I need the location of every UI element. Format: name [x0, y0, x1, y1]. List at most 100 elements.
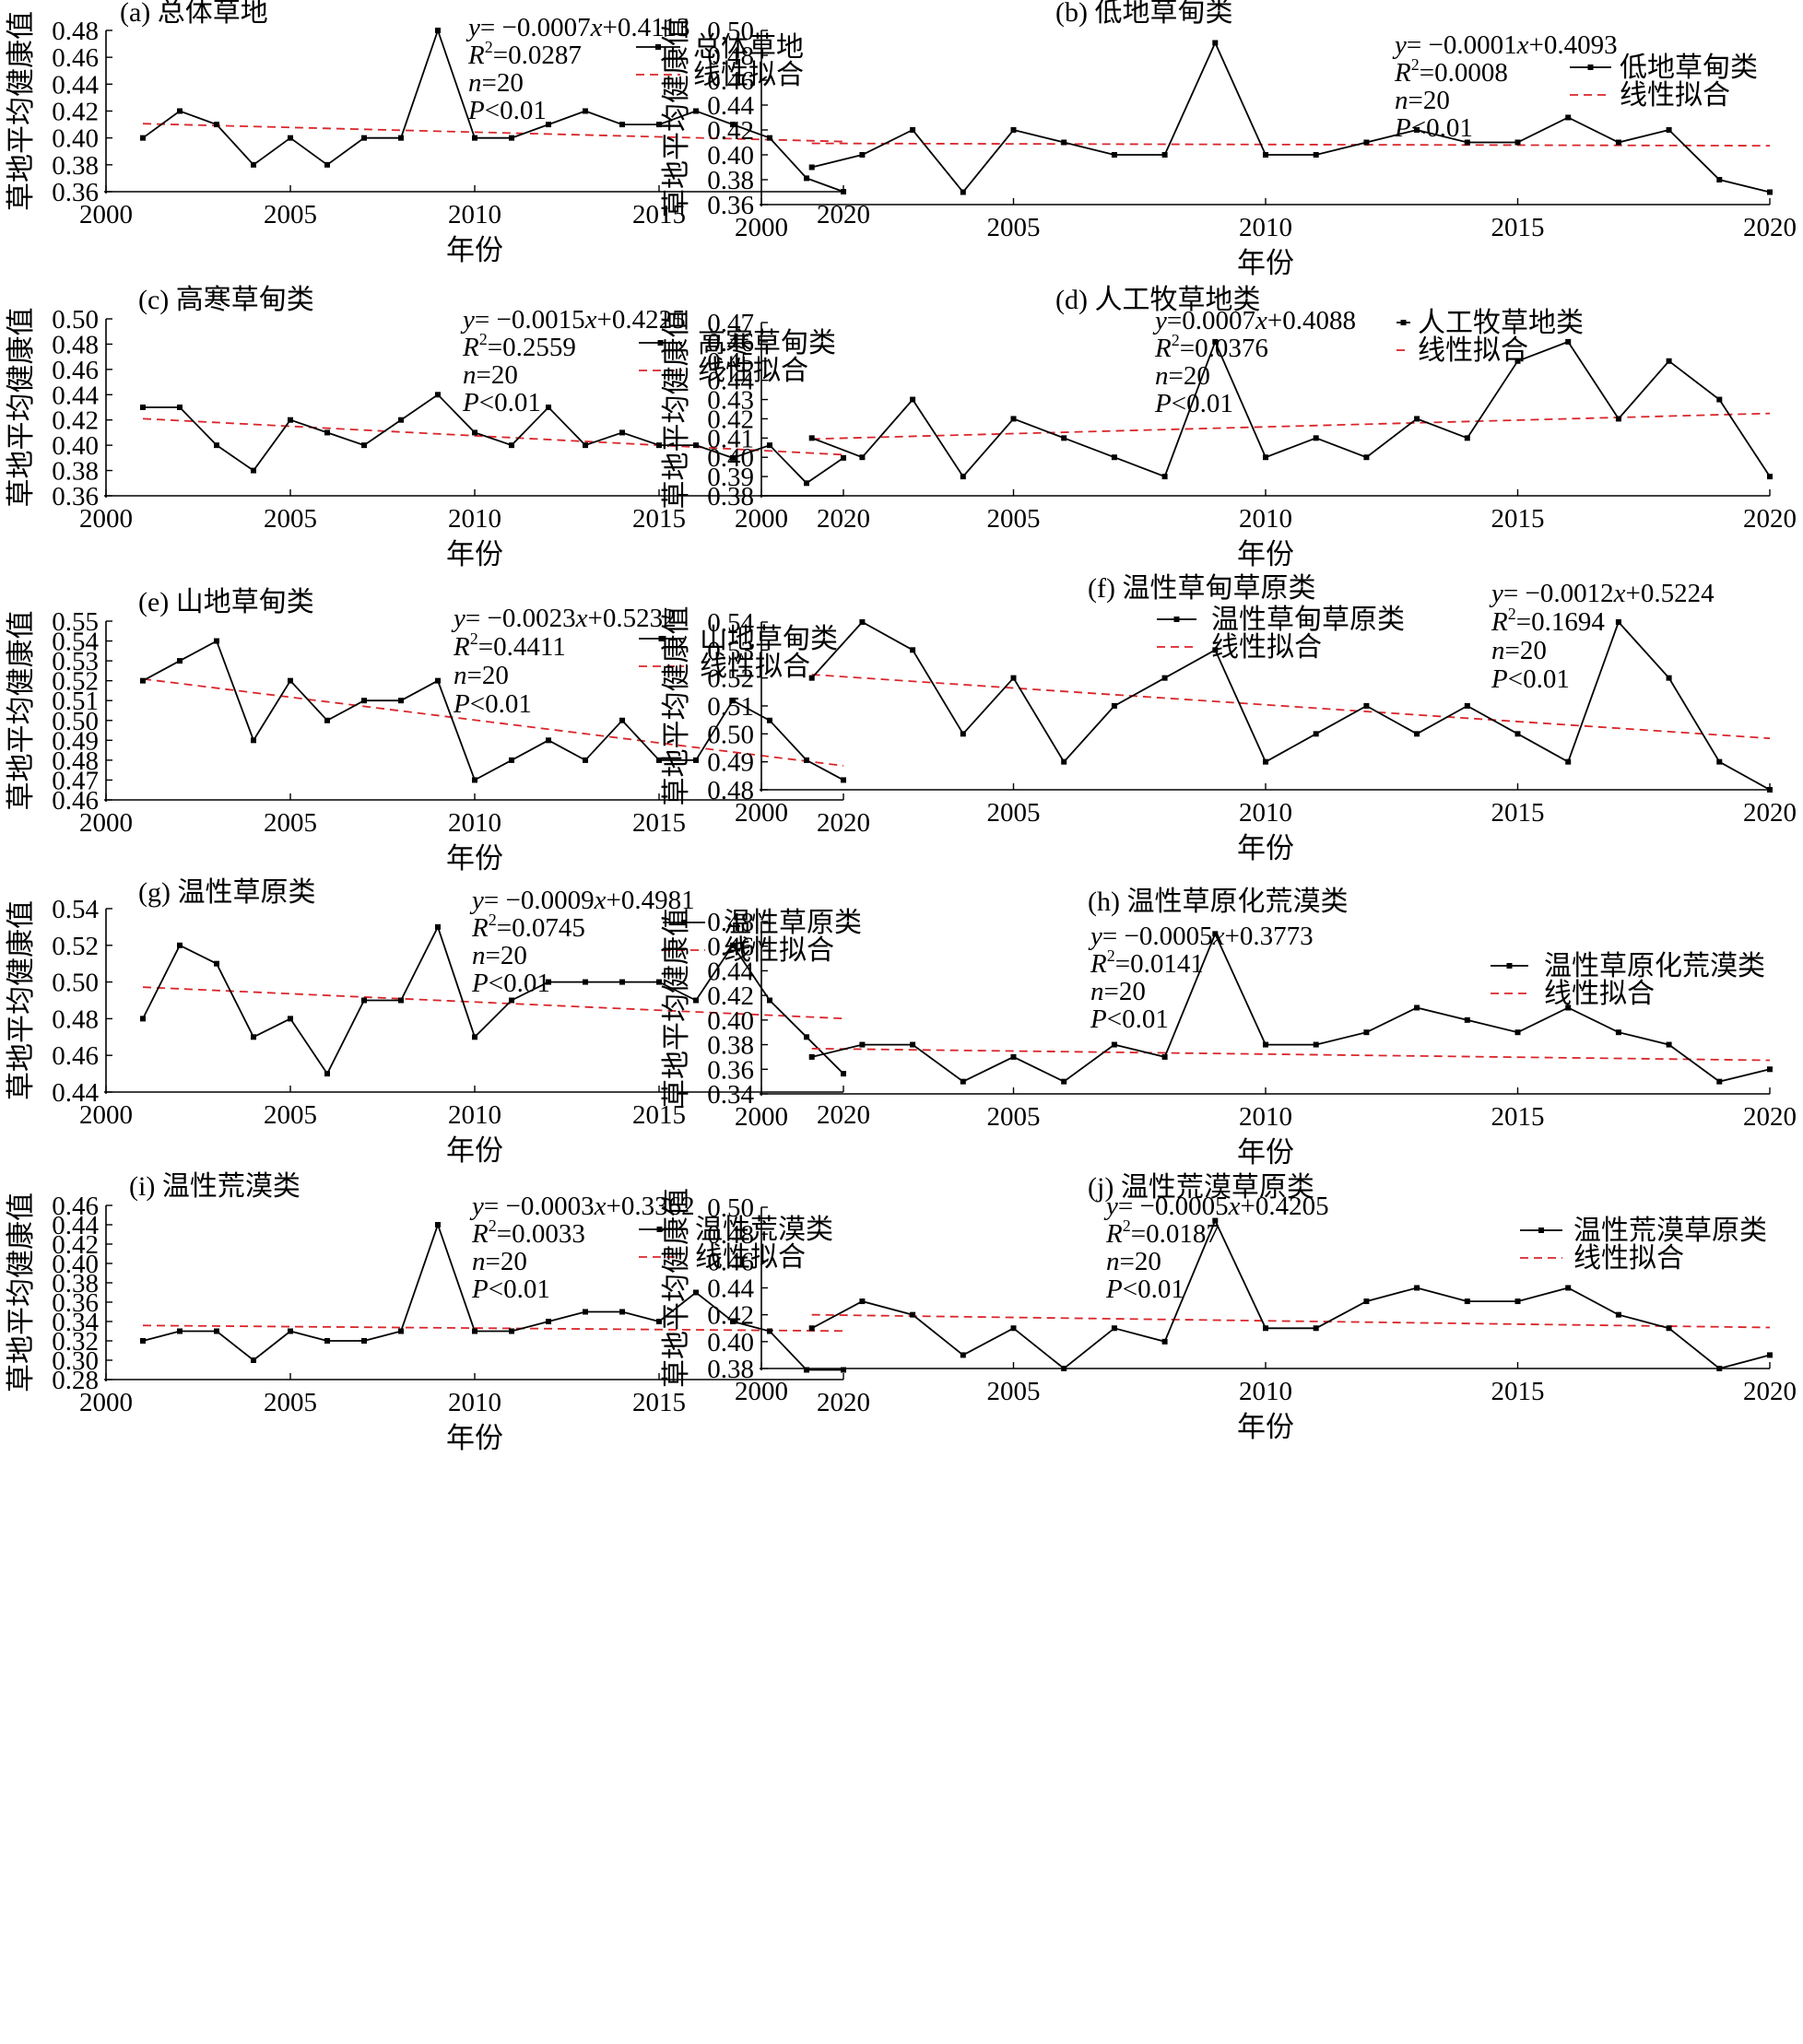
data-point [1363, 1298, 1370, 1305]
legend-fit-label: 线性拟合 [700, 652, 810, 682]
data-point [361, 698, 367, 704]
y-tick-label: 0.42 [707, 116, 754, 146]
y-tick-label: 0.50 [707, 1193, 754, 1223]
data-point [1767, 1066, 1773, 1073]
data-point [398, 1328, 404, 1334]
p-value: P<0.01 [467, 96, 547, 125]
data-point [546, 405, 551, 410]
legend-fit-label: 线性拟合 [1620, 80, 1730, 111]
x-tick-label: 2005 [987, 213, 1041, 242]
data-point [1212, 931, 1219, 937]
y-tick-label: 0.50 [52, 305, 99, 335]
regression-equation: y= −0.0001x+0.4093 [1392, 30, 1618, 60]
data-point [546, 122, 551, 128]
data-point [583, 108, 588, 114]
data-point [730, 942, 736, 948]
data-point [808, 675, 815, 681]
x-axis-title: 年份 [1237, 832, 1294, 864]
data-point [1464, 703, 1470, 709]
data-point [288, 135, 293, 141]
data-point [1565, 1004, 1572, 1011]
y-tick-label: 0.46 [707, 933, 754, 962]
data-point [960, 731, 966, 737]
chart-panel-e: 0.460.470.480.490.500.510.520.530.540.55… [5, 587, 870, 875]
data-point [398, 417, 404, 423]
y-tick-label: 0.46 [52, 43, 99, 73]
data-point [804, 1034, 809, 1040]
data-point [251, 467, 256, 474]
x-tick-label: 2015 [632, 504, 686, 534]
sample-size: n=20 [463, 360, 518, 390]
trend-line [142, 986, 844, 1020]
r-squared: R2=0.0376 [1154, 331, 1268, 363]
data-point [1263, 152, 1268, 158]
data-point [619, 717, 625, 723]
data-point [808, 164, 815, 170]
data-point [910, 127, 916, 133]
y-tick-label: 0.38 [52, 151, 99, 181]
data-point [140, 1338, 146, 1344]
x-tick-label: 2005 [987, 1377, 1041, 1406]
y-axis-title: 草地平均健康值 [5, 308, 37, 508]
y-tick-label: 0.44 [52, 1211, 99, 1240]
data-point [1565, 114, 1572, 121]
y-tick-label: 0.44 [52, 381, 99, 410]
data-point [767, 997, 772, 1004]
data-point [656, 979, 662, 985]
data-point [1161, 1053, 1168, 1060]
trend-line [142, 417, 844, 456]
data-point [1363, 1029, 1370, 1036]
data-point [859, 1041, 866, 1048]
chart-panel-i: 0.280.300.320.340.360.380.400.420.440.46… [5, 1171, 870, 1454]
x-axis-title: 年份 [446, 1422, 503, 1454]
data-point [472, 777, 477, 783]
data-point [693, 442, 699, 449]
data-point [1111, 454, 1117, 461]
legend-series-marker [1400, 320, 1407, 325]
x-tick-label: 2010 [1239, 1377, 1292, 1406]
data-point [804, 175, 809, 182]
r-squared: R2=0.0008 [1394, 55, 1508, 88]
data-point [509, 1328, 514, 1334]
x-axis-title: 年份 [446, 234, 503, 266]
data-point [960, 1078, 966, 1085]
data-point [398, 698, 404, 704]
data-point [472, 429, 477, 436]
y-tick-label: 0.52 [707, 664, 754, 694]
legend-fit-label: 线性拟合 [695, 1242, 806, 1273]
data-point [859, 1298, 866, 1305]
legend-fit-label: 线性拟合 [1211, 632, 1322, 663]
data-point [1212, 338, 1219, 345]
y-tick-label: 0.51 [707, 692, 754, 722]
x-tick-label: 2005 [987, 1102, 1041, 1132]
x-tick-label: 2000 [79, 504, 133, 534]
legend-series-label: 山地草甸类 [700, 624, 838, 654]
legend-series-marker [681, 920, 687, 925]
data-point [841, 1367, 846, 1373]
data-point [214, 960, 219, 967]
data-point [1111, 152, 1117, 158]
regression-equation: y= −0.0005x+0.4205 [1103, 1192, 1329, 1221]
legend-series-marker [1173, 617, 1180, 622]
data-point [140, 135, 146, 141]
y-tick-label: 0.39 [707, 463, 754, 492]
data-point [1061, 139, 1067, 146]
sample-size: n=20 [1395, 86, 1450, 115]
data-point [841, 189, 846, 194]
data-point [1716, 1366, 1723, 1371]
legend-series-marker [658, 636, 665, 641]
x-axis-title: 年份 [446, 538, 503, 570]
data-point [472, 1034, 477, 1040]
y-axis-title: 草地平均健康值 [660, 1188, 692, 1388]
y-tick-label: 0.48 [707, 908, 754, 937]
data-point [767, 1328, 772, 1334]
sample-size: n=20 [1090, 977, 1146, 1006]
y-tick-label: 0.49 [52, 726, 99, 756]
data-point [435, 677, 441, 684]
data-point [1010, 675, 1017, 681]
data-point [583, 1309, 588, 1315]
y-tick-label: 0.42 [707, 405, 754, 434]
y-tick-label: 0.46 [52, 356, 99, 385]
